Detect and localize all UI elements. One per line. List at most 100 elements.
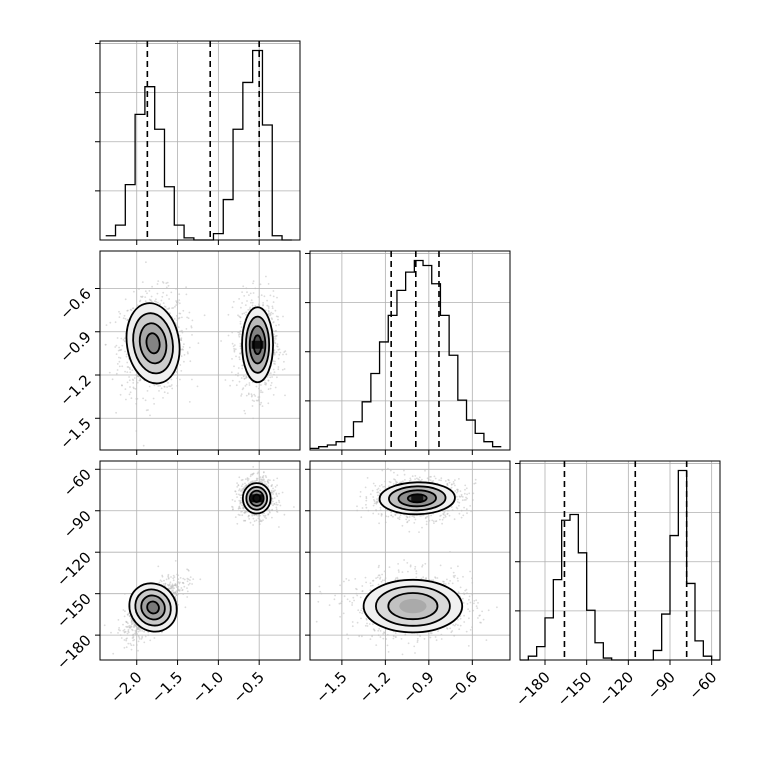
sample-point	[157, 280, 160, 282]
sample-point	[379, 509, 382, 511]
sample-point	[163, 386, 166, 388]
sample-point	[237, 374, 239, 377]
sample-point	[372, 504, 375, 507]
sample-point	[248, 482, 251, 485]
sample-point	[243, 486, 246, 489]
sample-point	[267, 305, 270, 308]
sample-point	[266, 376, 269, 378]
sample-point	[434, 477, 437, 480]
sample-point	[266, 480, 269, 483]
sample-point	[186, 596, 189, 598]
sample-point	[259, 478, 262, 481]
sample-point	[272, 487, 274, 490]
sample-point	[186, 587, 188, 589]
sample-point	[237, 484, 240, 486]
sample-point	[283, 368, 286, 370]
sample-point	[413, 645, 416, 648]
sample-point	[176, 385, 179, 387]
sample-point	[236, 522, 239, 525]
sample-point	[401, 571, 404, 573]
sample-point	[252, 517, 255, 520]
sample-point	[125, 353, 128, 356]
sample-point	[189, 360, 192, 363]
sample-point	[377, 487, 380, 490]
x-tick-label: −90	[644, 668, 679, 703]
sample-point	[175, 300, 178, 302]
sample-point	[275, 501, 278, 504]
sample-point	[131, 378, 134, 381]
sample-point	[242, 507, 244, 509]
sample-point	[396, 474, 399, 476]
sample-point	[120, 637, 123, 639]
sample-point	[238, 476, 241, 479]
sample-point	[273, 497, 276, 499]
sample-point	[359, 495, 362, 498]
sample-point	[119, 634, 122, 636]
sample-point	[123, 340, 126, 343]
sample-point	[347, 637, 350, 640]
sample-point	[231, 506, 234, 508]
sample-point	[124, 350, 126, 353]
sample-point	[127, 642, 130, 645]
sample-point	[130, 648, 133, 651]
sample-point	[187, 352, 189, 355]
sample-point	[257, 517, 260, 520]
sample-point	[125, 355, 128, 358]
sample-point	[248, 518, 251, 520]
sample-point	[115, 411, 117, 414]
sample-point	[229, 384, 232, 387]
sample-point	[273, 373, 275, 376]
sample-point	[141, 635, 144, 638]
sample-point	[240, 499, 242, 502]
sample-point	[240, 485, 243, 487]
sample-point	[144, 290, 147, 293]
sample-point	[167, 576, 170, 579]
sample-point	[460, 509, 463, 512]
sample-point	[191, 334, 193, 336]
sample-point	[424, 469, 426, 472]
contour-line	[388, 485, 447, 512]
sample-point	[191, 583, 194, 585]
sample-point	[251, 473, 254, 476]
sample-point	[365, 506, 368, 509]
sample-point	[124, 298, 127, 301]
density-panel: −1.5−1.2−0.9−0.6	[56, 250, 301, 455]
sample-point	[230, 371, 233, 374]
sample-point	[180, 370, 183, 372]
sample-point	[132, 639, 135, 642]
sample-point	[268, 509, 271, 511]
sample-point	[115, 344, 118, 347]
sample-point	[243, 312, 246, 315]
sample-point	[178, 302, 181, 305]
sample-point	[241, 291, 244, 293]
density-peak	[251, 340, 264, 349]
sample-point	[159, 579, 162, 582]
sample-point	[473, 602, 475, 605]
sample-point	[382, 637, 385, 640]
sample-point	[248, 294, 250, 296]
sample-point	[128, 379, 131, 382]
sample-point	[165, 286, 168, 289]
sample-point	[279, 504, 282, 507]
sample-point	[273, 502, 276, 505]
sample-point	[171, 590, 173, 593]
sample-point	[271, 376, 273, 378]
sample-point	[267, 388, 270, 390]
sample-point	[233, 365, 235, 368]
sample-point	[131, 628, 133, 631]
sample-point	[276, 345, 279, 348]
sample-point	[439, 518, 441, 521]
grid	[310, 251, 510, 450]
sample-point	[187, 569, 190, 571]
sample-point	[132, 635, 135, 638]
sample-point	[275, 324, 277, 327]
sample-point	[342, 612, 345, 615]
sample-point	[433, 475, 436, 478]
sample-point	[178, 590, 181, 592]
sample-point	[188, 311, 191, 314]
sample-point	[416, 639, 419, 642]
sample-point	[224, 379, 227, 381]
sample-point	[421, 478, 423, 481]
sample-point	[145, 261, 147, 264]
